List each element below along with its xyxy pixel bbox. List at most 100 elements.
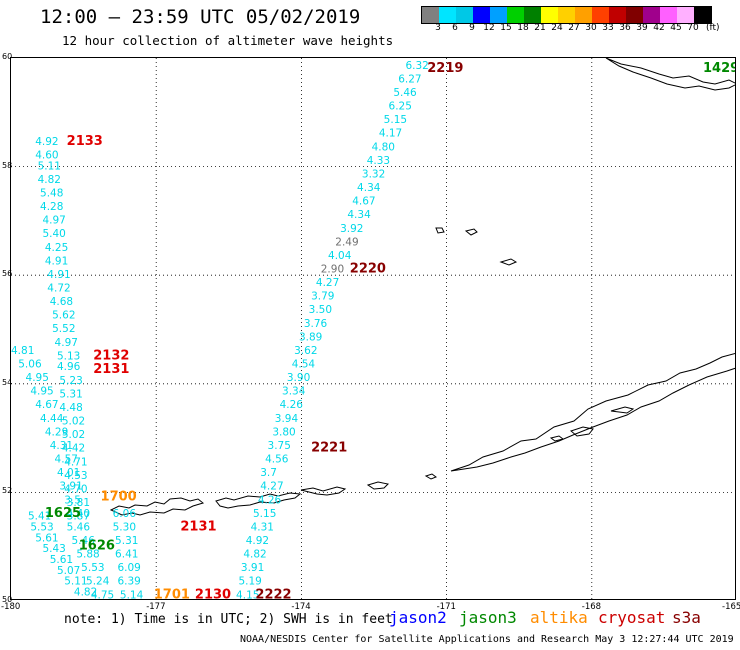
pass-time-label: 1429 xyxy=(703,61,736,76)
wave-height-value: 5.24 xyxy=(86,576,110,588)
wave-height-value: 3.50 xyxy=(309,304,332,316)
color-scale-tick: 18 xyxy=(517,23,529,33)
wave-height-value: 4.33 xyxy=(367,155,390,167)
coastline xyxy=(109,58,735,516)
wave-height-value: 4.75 xyxy=(91,589,114,600)
wave-height-value: 3.90 xyxy=(287,372,310,384)
track-2132-2131: 5.134.96 5.235.31 4.48 5.025.02 4.424.71 4.53… xyxy=(57,350,90,522)
wave-height-value: 5.48 xyxy=(40,187,63,199)
wave-height-value: 4.82 xyxy=(38,174,61,186)
wave-height-value: 4.15 xyxy=(236,589,259,600)
wave-height-value: 3.76 xyxy=(304,318,328,330)
latitude-label: 56 xyxy=(2,269,13,279)
wave-height-value: 5.30 xyxy=(113,521,136,533)
color-scale-tick: 24 xyxy=(551,23,563,33)
wave-height-value: 4.28 xyxy=(40,201,63,213)
wave-height-value: 4.71 xyxy=(64,456,87,468)
wave-height-value: 5.13 xyxy=(57,350,80,362)
wave-height-value: 3.80 xyxy=(272,426,295,438)
color-scale-tick: 45 xyxy=(670,23,682,33)
wave-height-value: 3.75 xyxy=(268,440,291,452)
track-2133: 4.924.605.114.825.484.284.975.404.254.91… xyxy=(35,136,78,349)
alaska-peninsula xyxy=(450,353,735,472)
color-swatch xyxy=(592,7,609,23)
color-scale-tick: 30 xyxy=(585,23,597,33)
wave-height-value: 4.60 xyxy=(35,149,58,161)
longitude-label: -174 xyxy=(291,602,311,612)
pribilof-island-1 xyxy=(464,228,478,236)
longitude-label: -177 xyxy=(146,602,166,612)
page-subtitle: 12 hour collection of altimeter wave hei… xyxy=(62,33,394,48)
wave-height-value: 4.95 xyxy=(26,372,49,384)
wave-height-value: 5.53 xyxy=(81,562,104,574)
wave-height-value: 4.91 xyxy=(45,255,68,267)
wave-height-value: 4.72 xyxy=(47,282,70,294)
wave-height-value: 5.61 xyxy=(50,554,73,566)
wave-height-value: 4.57 xyxy=(55,454,78,466)
color-swatch xyxy=(609,7,626,23)
pass-time-label: 2222 xyxy=(255,587,291,600)
wave-height-value: 3.79 xyxy=(311,291,334,303)
legend-cryosat: cryosat xyxy=(598,608,666,627)
color-swatch xyxy=(439,7,456,23)
color-scale-tick: 12 xyxy=(483,23,495,33)
color-swatch xyxy=(575,7,592,23)
legend-jason2: jason2 xyxy=(389,608,447,627)
pass-time-labels: 2133213221312219222022212222142916251626… xyxy=(45,61,736,600)
longitude-label: -168 xyxy=(581,602,602,612)
wave-height-value: 4.92 xyxy=(35,136,58,148)
legend-jason3: jason3 xyxy=(459,608,517,627)
wave-height-value: 4.97 xyxy=(55,337,78,349)
wave-height-value: 3.62 xyxy=(294,345,317,357)
wave-height-value: 2.90 xyxy=(321,263,344,275)
wave-height-value: 6.25 xyxy=(389,101,412,113)
pass-time-label: 1700 xyxy=(101,490,137,505)
wave-height-value: 4.17 xyxy=(379,128,402,140)
graticule xyxy=(11,58,735,599)
latitude-label: 60 xyxy=(2,52,13,61)
color-swatch xyxy=(422,7,439,23)
latitude-label: 50 xyxy=(2,595,13,604)
wave-height-value: 4.95 xyxy=(30,386,53,398)
latitude-label: 58 xyxy=(2,160,13,170)
wave-height-value: 3.7 xyxy=(260,467,277,479)
wave-height-value: 4.25 xyxy=(45,242,68,254)
wave-height-value: 4.34 xyxy=(357,182,381,194)
wave-height-value: 5.31 xyxy=(59,388,82,400)
pass-time-label: 2130 xyxy=(195,587,231,600)
color-scale-tick: 42 xyxy=(653,23,665,33)
wave-height-value: 4.01 xyxy=(57,467,80,479)
page-title: 12:00 — 23:59 UTC 05/02/2019 xyxy=(40,6,361,28)
pass-time-label: 2131 xyxy=(180,519,216,534)
wave-height-value: 5.02 xyxy=(62,429,85,441)
aleutian-islands-west xyxy=(109,497,205,516)
color-swatch xyxy=(626,7,643,23)
wave-height-value: 5.02 xyxy=(62,416,85,428)
color-scale-tick: 27 xyxy=(568,23,580,33)
wave-height-map: 4.924.605.114.825.484.284.975.404.254.91… xyxy=(11,58,736,600)
wave-height-value: 5.46 xyxy=(67,521,91,533)
pass-time-label: 2133 xyxy=(67,134,103,149)
wave-height-value: 4.67 xyxy=(352,196,375,208)
pass-time-label: 2221 xyxy=(311,441,347,456)
wave-height-value: 5.06 xyxy=(18,359,42,371)
latitude-label: 54 xyxy=(2,377,13,387)
wave-height-value: 6.09 xyxy=(117,562,140,574)
pass-time-label: 2219 xyxy=(427,61,463,76)
color-swatch xyxy=(456,7,473,23)
color-scale-tick: 6 xyxy=(452,23,458,33)
wave-height-value: 6.06 xyxy=(113,508,137,520)
wave-height-value: 4.53 xyxy=(64,470,87,482)
credit-line: NOAA/NESDIS Center for Satellite Applica… xyxy=(240,634,734,645)
footnote: note: 1) Time is in UTC; 2) SWH is in fe… xyxy=(64,612,393,627)
wave-height-value: 4.97 xyxy=(42,215,65,227)
pass-time-label: 2131 xyxy=(93,362,129,377)
color-swatch xyxy=(541,7,558,23)
wave-height-value: 6.39 xyxy=(117,576,140,588)
wave-height-value: 5.41 xyxy=(28,511,51,523)
track-2222-2221: 4.155.193.914.824.924.315.154.264.273.74… xyxy=(236,58,434,600)
wave-height-value: 5.14 xyxy=(120,589,144,600)
wave-height-value: 3.92 xyxy=(340,223,363,235)
wave-height-value: 5.07 xyxy=(57,565,80,577)
wave-height-value: 4.81 xyxy=(11,345,34,357)
